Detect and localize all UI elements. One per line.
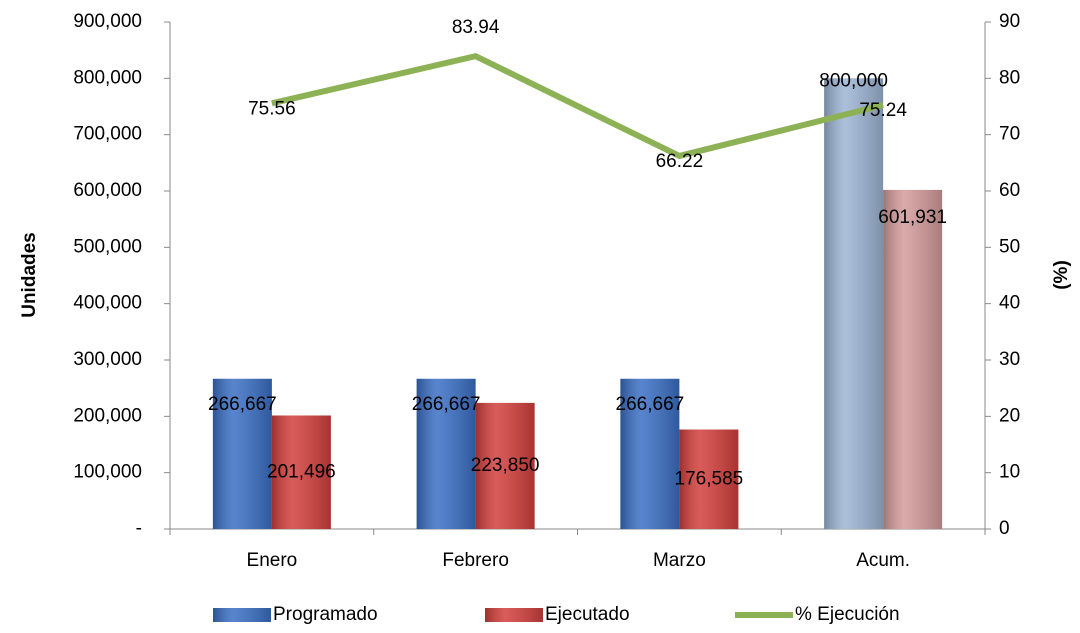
line bbox=[271, 53, 884, 159]
y-tick-label: 700,000 bbox=[73, 124, 142, 145]
y2-tick-label: 20 bbox=[999, 405, 1020, 426]
data-label: 266,667 bbox=[616, 394, 685, 415]
y-tick-label: 600,000 bbox=[73, 180, 142, 201]
data-label: 266,667 bbox=[208, 394, 277, 415]
data-label: 75.56 bbox=[248, 98, 296, 119]
bar-shade bbox=[679, 429, 739, 529]
legend-shade bbox=[213, 608, 271, 622]
bar-shade bbox=[620, 378, 680, 529]
x-tick-label: Febrero bbox=[442, 550, 509, 571]
y-tick-label: 200,000 bbox=[73, 405, 142, 426]
x-tick-label: Acum. bbox=[856, 550, 910, 571]
legend-label: % Ejecución bbox=[795, 604, 900, 625]
y-tick-label: 500,000 bbox=[73, 236, 142, 257]
y-tick-label: 800,000 bbox=[73, 67, 142, 88]
y2-tick-label: 80 bbox=[999, 67, 1020, 88]
legend-label: Ejecutado bbox=[545, 604, 630, 625]
y2-tick-label: 0 bbox=[999, 518, 1010, 539]
data-label: 176,585 bbox=[675, 468, 744, 489]
y2-tick-label: 70 bbox=[999, 124, 1020, 145]
y2-tick-label: 10 bbox=[999, 462, 1020, 483]
y-axis-label: Unidades bbox=[19, 232, 40, 318]
bar-shade bbox=[212, 378, 272, 529]
legend-shade bbox=[485, 608, 543, 622]
y-tick-label: 300,000 bbox=[73, 349, 142, 370]
data-label: 66.22 bbox=[656, 151, 704, 172]
x-tick-label: Marzo bbox=[653, 550, 706, 571]
bar-shade bbox=[416, 378, 476, 529]
data-label: 75.24 bbox=[859, 100, 907, 121]
y2-tick-label: 50 bbox=[999, 236, 1020, 257]
data-label: 266,667 bbox=[412, 394, 481, 415]
y2-tick-label: 40 bbox=[999, 293, 1020, 314]
data-label: 601,931 bbox=[878, 207, 947, 228]
bar-shade bbox=[883, 189, 943, 529]
y2-tick-label: 60 bbox=[999, 180, 1020, 201]
y-tick-label: 400,000 bbox=[73, 293, 142, 314]
bar-shade bbox=[271, 415, 331, 529]
data-label: 800,000 bbox=[819, 70, 888, 91]
x-tick-label: Enero bbox=[247, 550, 298, 571]
bar-shade bbox=[824, 78, 884, 529]
y2-axis-label: (%) bbox=[1051, 260, 1072, 290]
data-label: 201,496 bbox=[267, 461, 336, 482]
y-tick-label: - bbox=[136, 518, 142, 539]
data-label: 83.94 bbox=[452, 17, 500, 38]
bar-shade bbox=[475, 402, 535, 529]
data-label: 223,850 bbox=[471, 455, 540, 476]
legend-label: Programado bbox=[273, 604, 378, 625]
y2-tick-label: 90 bbox=[999, 11, 1020, 32]
y-tick-label: 900,000 bbox=[73, 11, 142, 32]
y-tick-label: 100,000 bbox=[73, 462, 142, 483]
y2-tick-label: 30 bbox=[999, 349, 1020, 370]
